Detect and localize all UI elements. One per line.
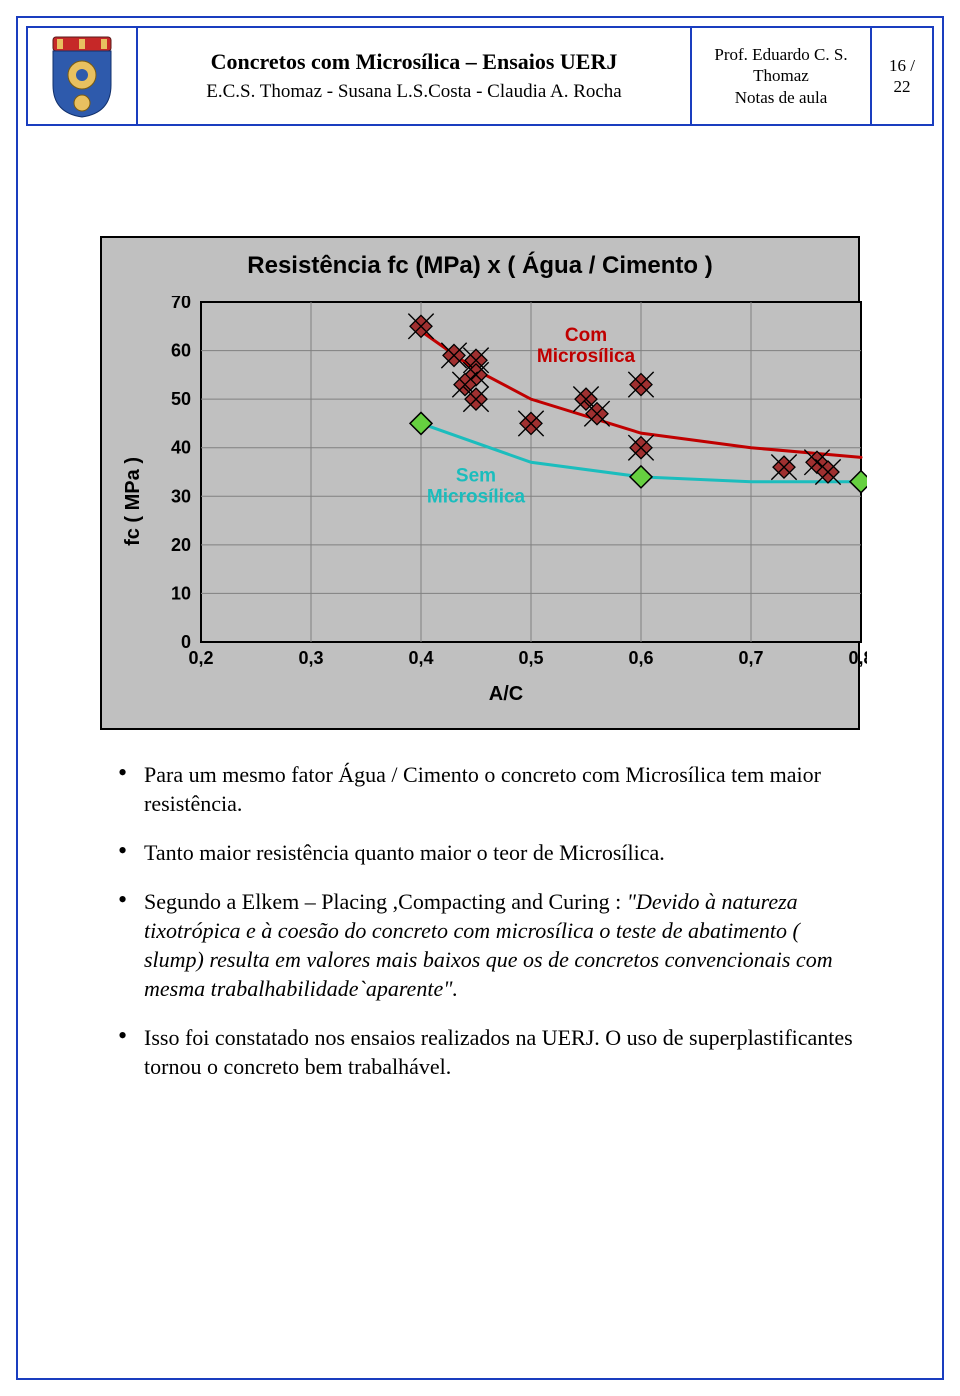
bulleted-text: Para um mesmo fator Água / Cimento o con…: [118, 760, 862, 1081]
header-title: Concretos com Microsílica – Ensaios UERJ: [144, 49, 684, 75]
svg-text:Microsílica: Microsílica: [537, 346, 636, 367]
svg-text:70: 70: [171, 296, 191, 312]
page-current: 16 /: [872, 55, 932, 76]
svg-text:0,2: 0,2: [188, 648, 213, 668]
chart-panel: Resistência fc (MPa) x ( Água / Cimento …: [100, 236, 860, 730]
svg-text:0,7: 0,7: [738, 648, 763, 668]
svg-text:0,5: 0,5: [518, 648, 543, 668]
prof-name-2: Thomaz: [696, 65, 866, 86]
svg-text:Sem: Sem: [456, 466, 496, 487]
svg-text:40: 40: [171, 438, 191, 458]
y-axis-label: fc ( MPa ): [116, 457, 145, 546]
shield-crest-icon: [39, 33, 125, 119]
bullet-1: Para um mesmo fator Água / Cimento o con…: [118, 760, 862, 818]
svg-text:Microsílica: Microsílica: [427, 487, 526, 508]
svg-text:10: 10: [171, 583, 191, 603]
bullet-4: Isso foi constatado nos ensaios realizad…: [118, 1023, 862, 1081]
header-logo: [28, 28, 138, 124]
svg-text:60: 60: [171, 341, 191, 361]
header-title-block: Concretos com Microsílica – Ensaios UERJ…: [138, 28, 692, 124]
svg-text:0,3: 0,3: [298, 648, 323, 668]
x-axis-label: A/C: [145, 683, 867, 706]
svg-text:0,8: 0,8: [848, 648, 867, 668]
svg-text:0,4: 0,4: [408, 648, 433, 668]
svg-text:50: 50: [171, 389, 191, 409]
page-frame: Concretos com Microsílica – Ensaios UERJ…: [16, 16, 944, 1380]
header-page-number: 16 / 22: [872, 28, 932, 124]
chart-svg: 0,20,30,40,50,60,70,8010203040506070ComM…: [145, 296, 867, 674]
bullet-2: Tanto maior resistência quanto maior o t…: [118, 838, 862, 867]
chart-title: Resistência fc (MPa) x ( Água / Cimento …: [116, 252, 844, 280]
header: Concretos com Microsílica – Ensaios UERJ…: [26, 26, 934, 126]
header-authors: E.C.S. Thomaz - Susana L.S.Costa - Claud…: [144, 81, 684, 103]
header-professor: Prof. Eduardo C. S. Thomaz Notas de aula: [692, 28, 872, 124]
chart-svg-wrap: 0,20,30,40,50,60,70,8010203040506070ComM…: [145, 296, 867, 706]
svg-text:20: 20: [171, 535, 191, 555]
chart-body: fc ( MPa ) 0,20,30,40,50,60,70,801020304…: [116, 296, 844, 706]
svg-text:0: 0: [181, 632, 191, 652]
bullet-3: Segundo a Elkem – Placing ,Compacting an…: [118, 887, 862, 1003]
bullet-3-pre: Segundo a Elkem – Placing ,Compacting an…: [144, 889, 627, 914]
svg-text:Com: Com: [565, 325, 607, 346]
svg-text:0,6: 0,6: [628, 648, 653, 668]
prof-notes: Notas de aula: [696, 87, 866, 108]
prof-name-1: Prof. Eduardo C. S.: [696, 44, 866, 65]
page-total: 22: [872, 76, 932, 97]
svg-text:30: 30: [171, 486, 191, 506]
